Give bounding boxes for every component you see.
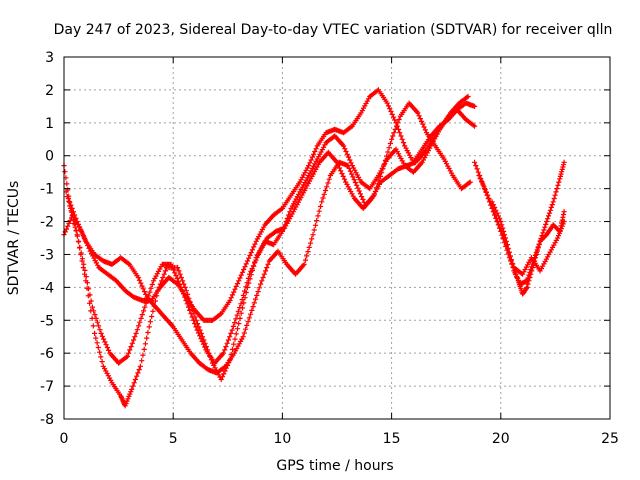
series-markers [63, 93, 471, 366]
series-track-7 [489, 199, 567, 287]
plot-frame [63, 56, 611, 420]
x-tick-label: 15 [383, 431, 401, 447]
y-axis-ticks: -8 -7 -6 -5 -4 -3 -2 -1 0 1 2 3 [40, 50, 610, 428]
y-tick-label: -3 [40, 247, 54, 263]
y-tick-label: 1 [45, 116, 54, 132]
y-tick-label: 0 [45, 149, 54, 165]
y-tick-label: -6 [40, 346, 54, 362]
y-tick-label: -2 [40, 215, 54, 231]
data-points [61, 87, 567, 409]
x-axis-ticks: 0 5 10 15 20 25 [60, 57, 619, 447]
chart-title: Day 247 of 2023, Sidereal Day-to-day VTE… [54, 22, 613, 38]
series-markers [489, 199, 567, 287]
x-tick-label: 20 [492, 431, 510, 447]
y-tick-label: 3 [45, 50, 54, 66]
y-tick-label: -1 [40, 182, 54, 198]
y-tick-label: -4 [40, 280, 54, 296]
y-axis-label: SDTVAR / TECUs [6, 181, 22, 296]
series-track-4 [65, 100, 473, 376]
x-axis-label: GPS time / hours [276, 458, 393, 474]
y-tick-label: -8 [40, 412, 54, 428]
x-tick-label: 0 [60, 431, 69, 447]
y-tick-label: -5 [40, 313, 54, 329]
x-tick-label: 10 [273, 431, 291, 447]
y-tick-label: -7 [40, 379, 54, 395]
grid [64, 57, 610, 419]
x-tick-label: 25 [601, 431, 619, 447]
series-track-2 [63, 93, 471, 366]
series-markers [65, 100, 473, 376]
x-tick-label: 5 [169, 431, 178, 447]
y-tick-label: 2 [45, 83, 54, 99]
